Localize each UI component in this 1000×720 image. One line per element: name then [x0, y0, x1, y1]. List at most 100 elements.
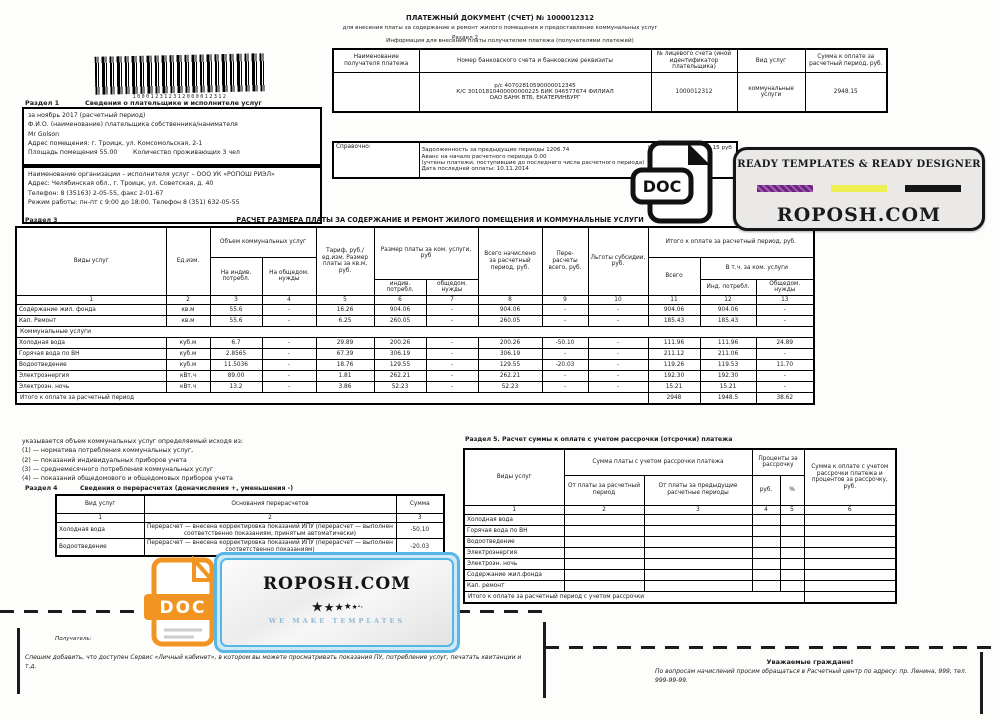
table-cell: 4 — [751, 504, 781, 516]
table-cell: - — [587, 304, 649, 317]
table-cell — [563, 580, 645, 593]
section4-heading: Сведения о перерасчетах (доначисления +,… — [80, 485, 294, 492]
table-cell — [751, 525, 781, 538]
purple-bar — [757, 185, 813, 192]
amount-value: 2948.15 — [804, 71, 888, 113]
section3-number: Раздел 3 — [25, 217, 58, 224]
table-cell: 8 — [477, 294, 543, 306]
black-bar — [905, 185, 961, 192]
text-line: (3) — среднемесячного потребления коммун… — [22, 465, 214, 473]
table-cell: 904.06 — [699, 304, 757, 317]
table-cell: 904.06 — [373, 304, 427, 317]
col-common-total: Общедом. нужды — [755, 278, 815, 296]
table-cell: 6.7 — [209, 337, 263, 350]
text-line: (4) — показаний общедомового и общедомов… — [22, 475, 233, 483]
provider-info-box: Наименование организации – исполнителя у… — [22, 166, 322, 224]
table-cell: 2.8565 — [209, 348, 263, 361]
table-cell: 3 — [395, 512, 445, 524]
inst-col-total: Сумма к оплате с учетом рассрочки платеж… — [803, 448, 897, 506]
notice-left-text: Спешим добавить, что доступен Сервис «Ли… — [25, 654, 522, 670]
table-cell: - — [261, 315, 317, 328]
table-cell — [751, 547, 781, 560]
table-cell: 262.21 — [477, 370, 543, 383]
table-cell: Холодная вода — [55, 522, 145, 540]
table-cell: 24.89 — [755, 337, 815, 350]
col-unit: Ед.изм. — [165, 226, 211, 296]
roposh-badge-top: READY TEMPLATES & READY DESIGNER ROPOSH.… — [733, 147, 985, 231]
col-tariff: Тариф, руб./ед.изм. Размер платы за кв.м… — [315, 226, 375, 296]
table-cell: 1 — [55, 512, 145, 524]
table-cell — [563, 514, 645, 527]
table-cell: 16.26 — [315, 304, 375, 317]
col-total-all: Всего — [647, 256, 701, 296]
table-cell: 13 — [755, 294, 815, 306]
bank-value: р/с 40702810590000012345 К/С 301018104000… — [418, 71, 652, 113]
table-row: Электроэн. ночь — [463, 558, 897, 571]
table-cell: 9 — [541, 294, 589, 306]
table-cell — [643, 547, 753, 560]
table-cell: 192.30 — [699, 370, 757, 383]
totals-cell: 2948 — [647, 392, 701, 405]
table-cell: 18.76 — [315, 359, 375, 372]
section-row-label: Коммунальные услуги — [15, 326, 815, 339]
totals-row-label: Итого к оплате за расчетный период с уче… — [463, 591, 805, 604]
text-line: Адрес помещения: г. Троицк, ул. Комсомол… — [28, 139, 203, 147]
section3-footnotes: указывается объем коммунальных услуг опр… — [22, 437, 382, 483]
table-row: Кап. ремонт — [463, 580, 897, 593]
col-group-incl: В т.ч. за ком. услуги — [699, 256, 815, 280]
text-line: Аванс на начало расчетного периода 0.00 — [421, 153, 547, 160]
recalc-col-basis: Основания перерасчетов — [143, 494, 397, 514]
table-cell: 52.23 — [477, 381, 543, 394]
col-indiv-pay: индив. потребл. — [373, 278, 427, 296]
table-cell: Электроэнергия — [463, 547, 565, 560]
doc-file-icon-graphic: DOC — [630, 140, 713, 224]
table-cell — [643, 525, 753, 538]
table-cell: 904.06 — [647, 304, 701, 317]
roposh-bottom-title: ROPOSH.COM — [263, 574, 411, 594]
table-cell: - — [755, 348, 815, 361]
table-cell: 192.30 — [647, 370, 701, 383]
table-cell: 262.21 — [373, 370, 427, 383]
table-cell: 4 — [261, 294, 317, 306]
col-group-total: Итого к оплате за расчетный период, руб. — [647, 226, 815, 258]
payer-info-box: за ноябрь 2017 (расчетный период) Ф.И.О. … — [22, 107, 322, 166]
table-cell: - — [261, 370, 317, 383]
charges-table-body: 1 2 3 4 5 6 7 8 9 10 11 12 13 Содержание жил. фонда кв… — [15, 294, 815, 405]
table-cell: 2 — [165, 294, 211, 306]
table-cell: - — [425, 359, 479, 372]
table-cell: 5 — [779, 504, 805, 516]
star-icon: • — [360, 604, 363, 610]
star-icon: ★ — [323, 600, 335, 615]
table-cell: 306.19 — [477, 348, 543, 361]
table-cell — [643, 580, 753, 593]
table-cell: - — [261, 359, 317, 372]
text-line: за ноябрь 2017 (расчетный период) — [28, 112, 146, 119]
table-row: Содержание жил.фонда — [463, 569, 897, 582]
recalc-col-sum: Сумма — [395, 494, 445, 514]
table-cell — [803, 547, 897, 560]
table-cell: 15.21 — [647, 381, 701, 394]
col-indiv-total: Инд. потребл. — [699, 278, 757, 296]
table-cell — [563, 547, 645, 560]
table-cell: 129.55 — [477, 359, 543, 372]
table-cell: 260.05 — [477, 315, 543, 328]
table-cell — [803, 580, 897, 593]
table-cell: 10 — [587, 294, 649, 306]
table-cell: - — [261, 381, 317, 394]
doc-icon-label: DOC — [643, 177, 682, 196]
col-indiv-volume: На индив. потребл. — [209, 256, 263, 296]
table-cell — [779, 569, 805, 582]
table-row: 1 2 3 4 5 6 7 8 9 10 11 12 13 — [15, 294, 815, 306]
table-row: Горячая вода по ВН куб.м 2.8565-67.39 306.1… — [15, 348, 815, 361]
roposh-top-title: ROPOSH.COM — [776, 204, 942, 226]
table-cell — [779, 558, 805, 571]
notice-right-title: Уважаемые граждане! — [766, 658, 854, 666]
table-cell: 129.55 — [373, 359, 427, 372]
table-cell: 7 — [425, 294, 479, 306]
section1-heading: Сведения о плательщике и исполнителе усл… — [85, 99, 262, 107]
inst-col-pct: % — [779, 474, 805, 506]
table-row: Итого к оплате за расчетный период 2948 19… — [15, 392, 815, 405]
inst-group-sum: Сумма платы с учетом рассрочки платежа — [563, 448, 753, 476]
table-cell — [803, 536, 897, 549]
left-divider — [17, 628, 20, 694]
